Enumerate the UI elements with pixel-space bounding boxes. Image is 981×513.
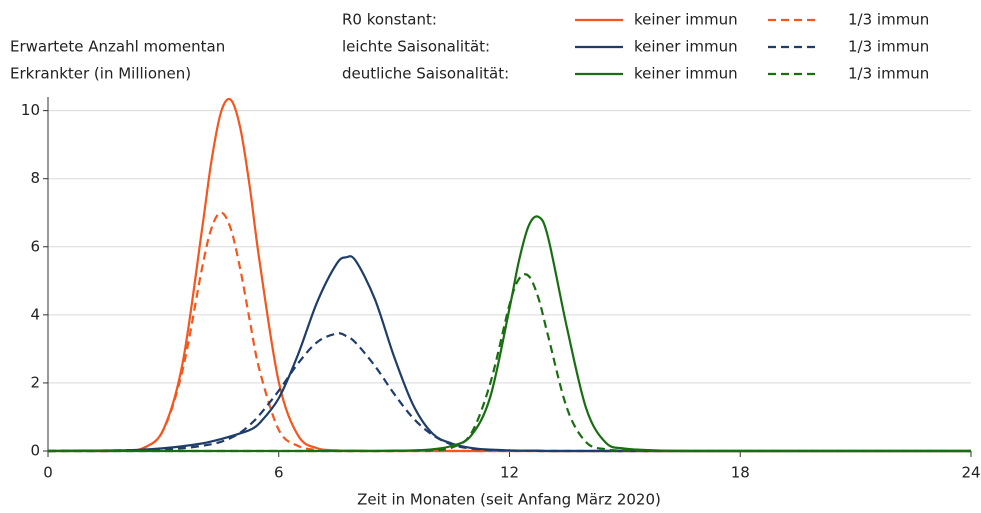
x-tick-label: 0: [43, 464, 53, 482]
y-tick-label: 0: [30, 442, 40, 460]
series-line: [47, 332, 971, 453]
y-tick-label: 8: [30, 169, 40, 187]
y-tick-label: 6: [30, 237, 40, 255]
series-line: [47, 97, 971, 453]
legend-label: keiner immun: [634, 11, 738, 29]
legend-label: 1/3 immun: [848, 38, 929, 56]
legend-group-label: deutliche Saisonalität:: [342, 65, 509, 83]
y-tick-label: 2: [30, 373, 40, 391]
y-tick-label: 4: [30, 305, 40, 323]
x-tick-label: 12: [500, 464, 519, 482]
legend-label: 1/3 immun: [848, 65, 929, 83]
legend-label: 1/3 immun: [848, 11, 929, 29]
x-axis-label: Zeit in Monaten (seit Anfang März 2020): [357, 491, 661, 509]
series-line: [47, 273, 971, 453]
x-tick-label: 6: [274, 464, 284, 482]
legend-group-label: leichte Saisonalität:: [342, 38, 490, 56]
legend-label: keiner immun: [634, 65, 738, 83]
series-line: [47, 255, 971, 453]
legend-group-label: R0 konstant:: [342, 11, 437, 29]
y-axis-label: Erkrankter (in Millionen): [10, 65, 191, 83]
legend-label: keiner immun: [634, 38, 738, 56]
x-tick-label: 18: [731, 464, 750, 482]
x-tick-label: 24: [961, 464, 980, 482]
y-tick-label: 10: [21, 101, 40, 119]
series-line: [47, 211, 971, 453]
y-axis-label: Erwartete Anzahl momentan: [10, 38, 225, 56]
